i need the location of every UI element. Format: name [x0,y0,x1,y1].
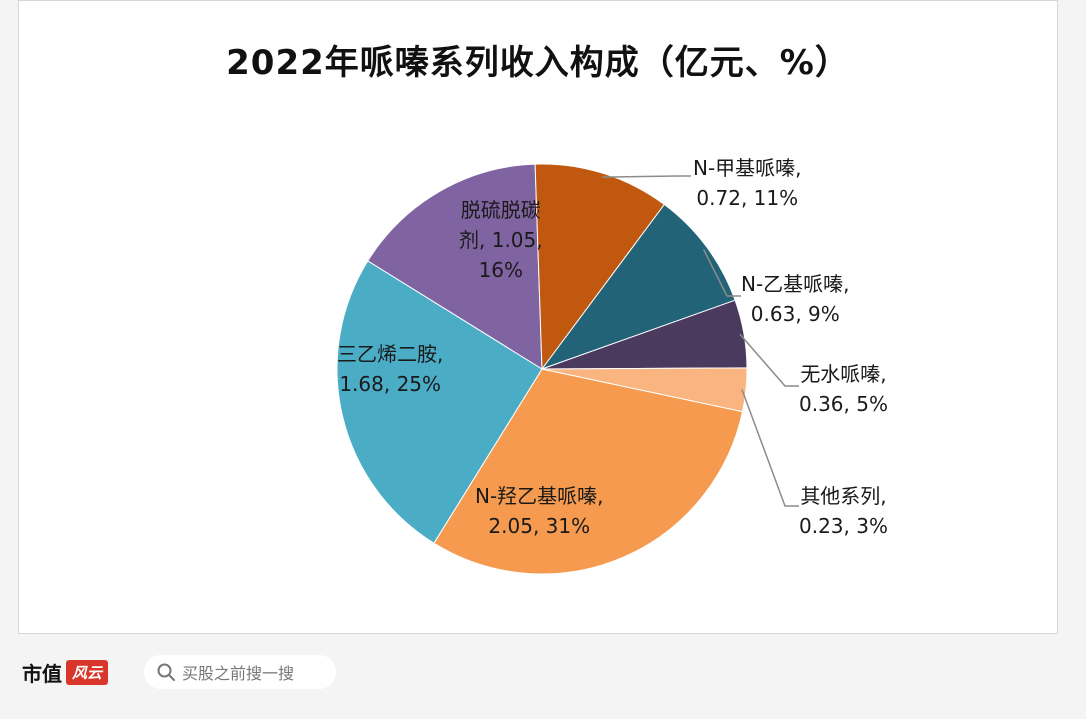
slice-label-n-methyl-piperazine: N-甲基哌嗪, 0.72, 11% [693,153,802,213]
slice-label-line: 1.68, 25% [339,372,442,396]
brand-badge: 风云 [66,659,109,685]
slice-label-line: 其他系列, [800,484,887,508]
pie-slice [540,203,736,371]
slice-label-line: 0.72, 11% [696,186,799,210]
leader-line [702,249,741,297]
chart-title: 2022年哌嗪系列收入构成（亿元、%） [226,43,850,83]
pie-slice [534,163,666,371]
slice-label-line: 脱硫脱碳 [460,198,541,222]
search-icon [157,663,175,681]
slice-label-line: 无水哌嗪, [800,362,887,386]
slice-label-line: 2.05, 31% [488,514,591,538]
slice-label-n-hydroxyethyl-piperazine: N-羟乙基哌嗪, 2.05, 31% [475,481,604,541]
chart-frame: 2022年哌嗪系列收入构成（亿元、%） N-羟乙基哌嗪, 2.05, 31% 三… [18,0,1058,634]
slice-label-triethylenediamine: 三乙烯二胺, 1.68, 25% [337,339,443,399]
pie-slice [336,260,543,544]
pie-slice [541,367,748,413]
slice-label-line: N-羟乙基哌嗪, [475,484,604,508]
search-placeholder: 买股之前搜一搜 [182,664,295,683]
pie-chart [336,163,799,575]
slice-label-line: 剂, 1.05, [459,228,543,252]
leader-line [601,175,691,178]
slice-label-line: 0.23, 3% [799,514,888,538]
brand-text: 市值 [22,661,62,686]
brand-logo[interactable]: 市值 风云 [22,658,109,686]
pie-slice [367,163,543,370]
slice-label-line: N-乙基哌嗪, [741,272,850,296]
slice-label-line: 16% [478,258,524,282]
leader-line [739,333,799,387]
footer-bar: 市值 风云 买股之前搜一搜 [0,634,1086,719]
leader-line [741,389,799,507]
search-box[interactable]: 买股之前搜一搜 [144,655,336,689]
slice-label-line: N-甲基哌嗪, [693,156,802,180]
slice-label-n-ethyl-piperazine: N-乙基哌嗪, 0.63, 9% [741,269,850,329]
slice-label-desulfurizer: 脱硫脱碳 剂, 1.05, 16% [459,195,543,285]
slice-label-line: 三乙烯二胺, [337,342,444,366]
slice-label-line: 0.63, 9% [750,302,840,326]
pie-slice [433,368,744,575]
slice-label-other-series: 其他系列, 0.23, 3% [799,481,888,541]
slice-label-anhydrous-piperazine: 无水哌嗪, 0.36, 5% [799,359,888,419]
slice-label-line: 0.36, 5% [799,392,888,416]
